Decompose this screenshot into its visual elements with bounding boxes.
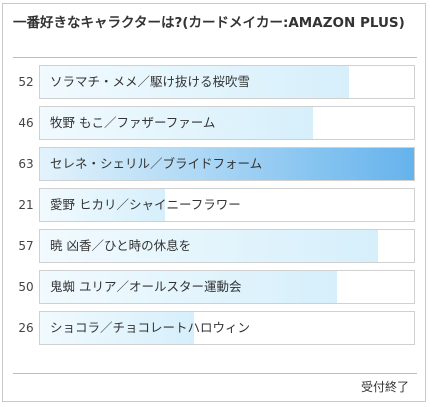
vote-count: 57 (18, 239, 34, 253)
vote-bar[interactable]: 愛野 ヒカリ／シャイニーフラワー (39, 188, 415, 222)
option-label: 暁 凶香／ひと時の休息を (50, 238, 192, 253)
vote-bar-fill (40, 271, 337, 303)
option-label: 愛野 ヒカリ／シャイニーフラワー (50, 197, 241, 212)
vote-bar[interactable]: ショコラ／チョコレートハロウィン (39, 311, 415, 345)
vote-count: 46 (18, 116, 34, 130)
vote-count: 26 (18, 321, 34, 335)
vote-bar[interactable]: 鬼蜘 ユリア／オールスター運動会 (39, 270, 415, 304)
vote-bar[interactable]: セレネ・シェリル／ブライドフォーム (39, 147, 415, 181)
vote-count: 50 (18, 280, 34, 294)
vote-bar[interactable]: 牧野 もこ／ファザーファーム (39, 106, 415, 140)
vote-bar[interactable]: ソラマチ・メメ／駆け抜ける桜吹雪 (39, 65, 415, 99)
poll-title: 一番好きなキャラクターは?(カードメイカー:AMAZON PLUS) (13, 15, 405, 31)
poll-option: 50 鬼蜘 ユリア／オールスター運動会 (3, 270, 427, 304)
poll-status: 受付終了 (360, 380, 409, 394)
vote-bar-fill (40, 148, 414, 180)
poll-option: 57 暁 凶香／ひと時の休息を (3, 229, 427, 263)
vote-count: 63 (18, 157, 34, 171)
option-label: 牧野 もこ／ファザーファーム (50, 115, 216, 130)
vote-bar-fill (40, 312, 195, 344)
poll-option: 26 ショコラ／チョコレートハロウィン (3, 311, 427, 345)
poll-option: 52 ソラマチ・メメ／駆け抜ける桜吹雪 (3, 65, 427, 99)
option-label: 鬼蜘 ユリア／オールスター運動会 (50, 279, 242, 294)
poll-options: 52 ソラマチ・メメ／駆け抜ける桜吹雪 46 牧野 もこ／ファザーファーム 63 セレネ・… (3, 65, 427, 352)
vote-bar-fill (40, 230, 379, 262)
option-label: セレネ・シェリル／ブライドフォーム (50, 156, 263, 171)
poll-option: 21 愛野 ヒカリ／シャイニーフラワー (3, 188, 427, 222)
vote-count: 21 (18, 198, 34, 212)
vote-bar[interactable]: 暁 凶香／ひと時の休息を (39, 229, 415, 263)
vote-bar-fill (40, 107, 314, 139)
poll-option: 46 牧野 もこ／ファザーファーム (3, 106, 427, 140)
vote-bar-fill (40, 66, 349, 98)
divider (13, 57, 417, 58)
poll-widget: 一番好きなキャラクターは?(カードメイカー:AMAZON PLUS) 52 ソラマ… (2, 3, 426, 402)
vote-count: 52 (18, 75, 34, 89)
option-label: ショコラ／チョコレートハロウィン (50, 320, 251, 335)
divider (13, 373, 417, 374)
option-label: ソラマチ・メメ／駆け抜ける桜吹雪 (50, 74, 251, 89)
vote-bar-fill (40, 189, 165, 221)
poll-option: 63 セレネ・シェリル／ブライドフォーム (3, 147, 427, 181)
